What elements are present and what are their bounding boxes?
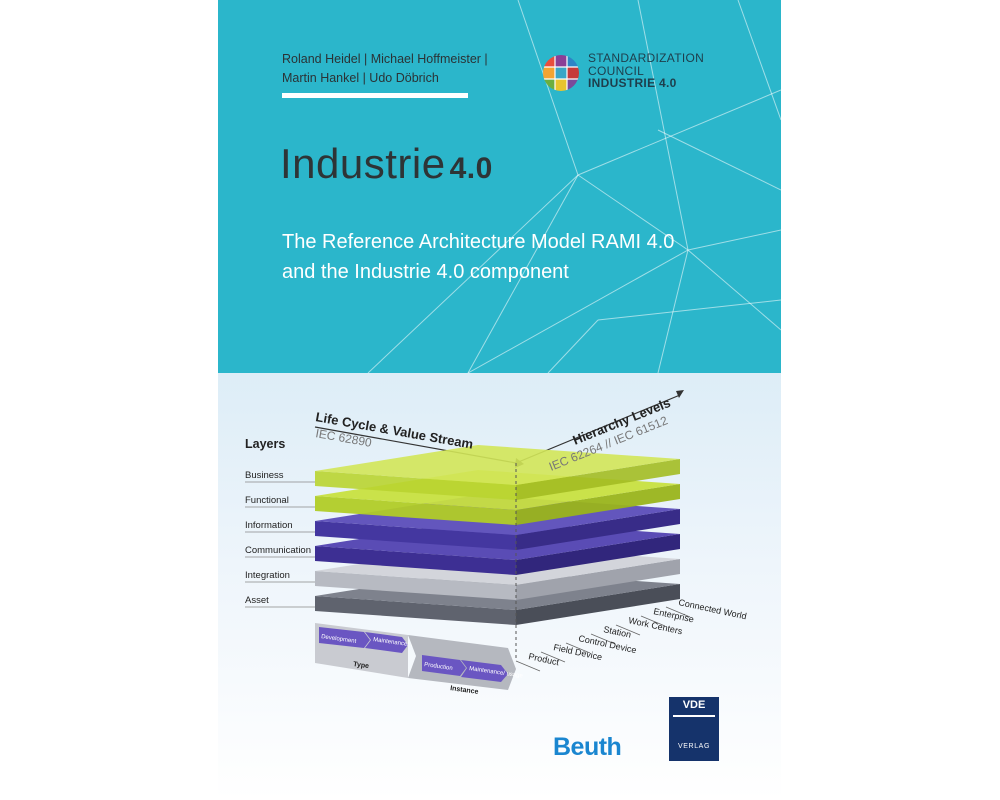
- title-version: 4.0: [449, 152, 493, 185]
- hierarchy-tick: [565, 642, 591, 654]
- development-arrow: [319, 627, 370, 648]
- hierarchy-tick: [665, 606, 691, 618]
- council-line-1: STANDARDIZATION: [588, 51, 705, 65]
- globe-icon: [543, 55, 579, 91]
- authors: Roland Heidel | Michael Hoffmeister | Ma…: [282, 50, 488, 88]
- council-line-3: INDUSTRIE 4.0: [588, 76, 677, 90]
- maintenance-usage-instance-arrow: [461, 660, 508, 682]
- development-label: Development: [321, 634, 357, 645]
- beuth-logo: Beuth: [553, 733, 622, 761]
- layer-business: [315, 445, 680, 500]
- vde-logo-divider: [673, 715, 715, 717]
- layer-label-functional: Functional: [245, 495, 289, 506]
- cover-top-panel: Roland Heidel | Michael Hoffmeister | Ma…: [218, 0, 781, 373]
- layer-label-communication: Communication: [245, 545, 311, 556]
- layer-label-integration: Integration: [245, 570, 290, 581]
- hierarchy-axis-arrowhead: [676, 390, 684, 398]
- verlag-logo-text: VERLAG: [678, 743, 710, 750]
- vde-verlag-logo: VDE VERLAG: [669, 697, 719, 761]
- production-arrow: [422, 655, 466, 676]
- hierarchy-tick: [590, 633, 616, 645]
- maintenance-usage-type-arrow: [365, 632, 408, 653]
- layers-heading: Layers: [245, 437, 285, 451]
- network-mesh-decoration: [367, 0, 781, 373]
- hierarchy-tick: [615, 624, 641, 636]
- hierarchy-tick: [515, 660, 541, 672]
- lifecycle-instance-block: Production Maintenance/ usage Instance: [408, 635, 524, 696]
- book-cover: Roland Heidel | Michael Hoffmeister | Ma…: [218, 0, 781, 800]
- council-line-2: COUNCIL: [588, 63, 645, 78]
- instance-label: Instance: [450, 685, 479, 696]
- hierarchy-tick: [540, 651, 566, 663]
- book-title: Industrie 4.0: [280, 140, 493, 188]
- book-subtitle: The Reference Architecture Model RAMI 4.…: [282, 227, 674, 287]
- layer-label-asset: Asset: [245, 595, 269, 606]
- vde-logo-text: VDE: [682, 699, 706, 711]
- authors-line-2: Martin Hankel | Udo Döbrich: [282, 71, 439, 85]
- subtitle-line-1: The Reference Architecture Model RAMI 4.…: [282, 231, 675, 253]
- layer-label-information: Information: [245, 520, 293, 531]
- hierarchy-label-product: Product: [528, 651, 561, 667]
- layer-labels: Business Functional Information Communicati…: [245, 470, 315, 608]
- subtitle-line-2: and the Industrie 4.0 component: [282, 261, 569, 283]
- authors-line-1: Roland Heidel | Michael Hoffmeister |: [282, 52, 488, 66]
- hierarchy-tick: [640, 615, 666, 627]
- production-label: Production: [424, 662, 453, 672]
- type-label: Type: [353, 661, 370, 670]
- title-main: Industrie: [280, 140, 446, 187]
- hierarchy-label-station: Station: [603, 624, 632, 640]
- author-underline-bar: [282, 93, 468, 98]
- lifecycle-type-block: Development Maintenance/ usage Type: [315, 623, 428, 678]
- layer-label-business: Business: [245, 470, 284, 481]
- rami-diagram: Life Cycle & Value Stream IEC 62890 Hier…: [245, 390, 748, 696]
